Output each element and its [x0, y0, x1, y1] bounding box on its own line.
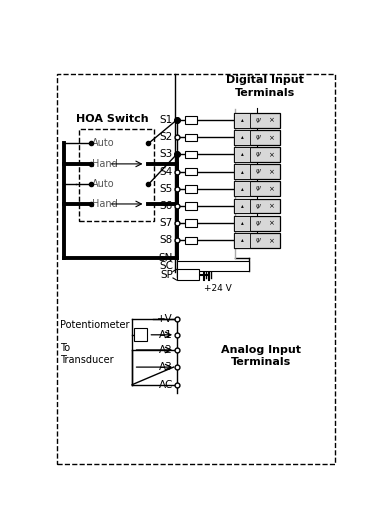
Bar — [176, 261, 249, 271]
Bar — [234, 147, 250, 162]
Bar — [185, 116, 197, 124]
Text: $\psi$: $\psi$ — [255, 219, 262, 228]
Bar — [234, 147, 280, 162]
Text: SP: SP — [160, 270, 173, 280]
Bar — [234, 199, 250, 213]
Text: $\psi$: $\psi$ — [255, 133, 262, 142]
Text: A2: A2 — [159, 345, 173, 355]
Bar — [185, 151, 197, 158]
Text: $\blacktriangle$: $\blacktriangle$ — [240, 202, 245, 210]
Bar — [234, 164, 280, 179]
Text: S8: S8 — [160, 235, 173, 245]
Text: Hand: Hand — [92, 159, 118, 169]
Text: To
Transducer: To Transducer — [60, 343, 113, 365]
Bar — [185, 168, 197, 175]
Text: $\times$: $\times$ — [269, 150, 275, 159]
Text: Hand: Hand — [92, 199, 118, 209]
Text: SC: SC — [159, 261, 173, 271]
Text: $\psi$: $\psi$ — [255, 184, 262, 193]
Text: $\psi$: $\psi$ — [255, 201, 262, 210]
Text: Auto: Auto — [92, 179, 115, 190]
Text: $\blacktriangle$: $\blacktriangle$ — [240, 116, 245, 124]
Text: $\psi$: $\psi$ — [255, 150, 262, 159]
Bar — [234, 182, 250, 196]
Text: A1: A1 — [159, 330, 173, 340]
Text: A3: A3 — [159, 362, 173, 372]
Bar — [234, 233, 280, 247]
Text: $\blacktriangle$: $\blacktriangle$ — [240, 133, 245, 141]
Bar — [185, 219, 197, 227]
Bar — [185, 202, 197, 210]
Bar — [234, 164, 250, 179]
Text: S2: S2 — [160, 132, 173, 142]
Text: S7: S7 — [160, 218, 173, 228]
Bar — [185, 237, 197, 244]
Bar — [185, 185, 197, 193]
Text: S4: S4 — [160, 167, 173, 177]
Text: S5: S5 — [160, 184, 173, 194]
Bar — [134, 328, 147, 341]
Text: $\times$: $\times$ — [269, 116, 275, 124]
Bar — [234, 113, 250, 127]
Text: $\psi$: $\psi$ — [255, 167, 262, 176]
Bar — [234, 233, 250, 247]
Text: $\blacktriangle$: $\blacktriangle$ — [240, 236, 245, 244]
Text: $\times$: $\times$ — [269, 236, 275, 245]
Text: AC: AC — [159, 380, 173, 390]
Text: Auto: Auto — [92, 139, 115, 149]
Bar — [234, 130, 250, 144]
Text: SN: SN — [159, 253, 173, 263]
Text: $\times$: $\times$ — [269, 133, 275, 142]
Bar — [234, 216, 250, 230]
Text: $\times$: $\times$ — [269, 202, 275, 210]
Text: $\blacktriangle$: $\blacktriangle$ — [240, 185, 245, 193]
Text: $\times$: $\times$ — [269, 185, 275, 193]
Bar — [234, 130, 280, 144]
Text: $\blacktriangle$: $\blacktriangle$ — [240, 151, 245, 158]
Text: $\psi$: $\psi$ — [255, 116, 262, 125]
Text: $\psi$: $\psi$ — [255, 236, 262, 245]
Text: Analog Input
Terminals: Analog Input Terminals — [221, 345, 301, 367]
Text: $\blacktriangle$: $\blacktriangle$ — [240, 168, 245, 176]
Text: S6: S6 — [160, 201, 173, 211]
Text: HOA Switch: HOA Switch — [76, 114, 149, 124]
Bar — [176, 269, 199, 280]
Text: $\times$: $\times$ — [269, 167, 275, 176]
Text: +V: +V — [157, 314, 173, 324]
Bar — [234, 182, 280, 196]
Bar — [234, 113, 280, 127]
Text: S3: S3 — [160, 150, 173, 159]
Text: $\blacktriangle$: $\blacktriangle$ — [240, 219, 245, 227]
Text: S1: S1 — [160, 115, 173, 125]
Text: Potentiometer: Potentiometer — [60, 320, 129, 330]
Text: Digital Input
Terminals: Digital Input Terminals — [227, 75, 304, 98]
Bar — [234, 216, 280, 230]
Bar — [234, 199, 280, 213]
Bar — [185, 134, 197, 141]
Text: +24 V: +24 V — [204, 284, 232, 293]
Text: $\times$: $\times$ — [269, 219, 275, 227]
